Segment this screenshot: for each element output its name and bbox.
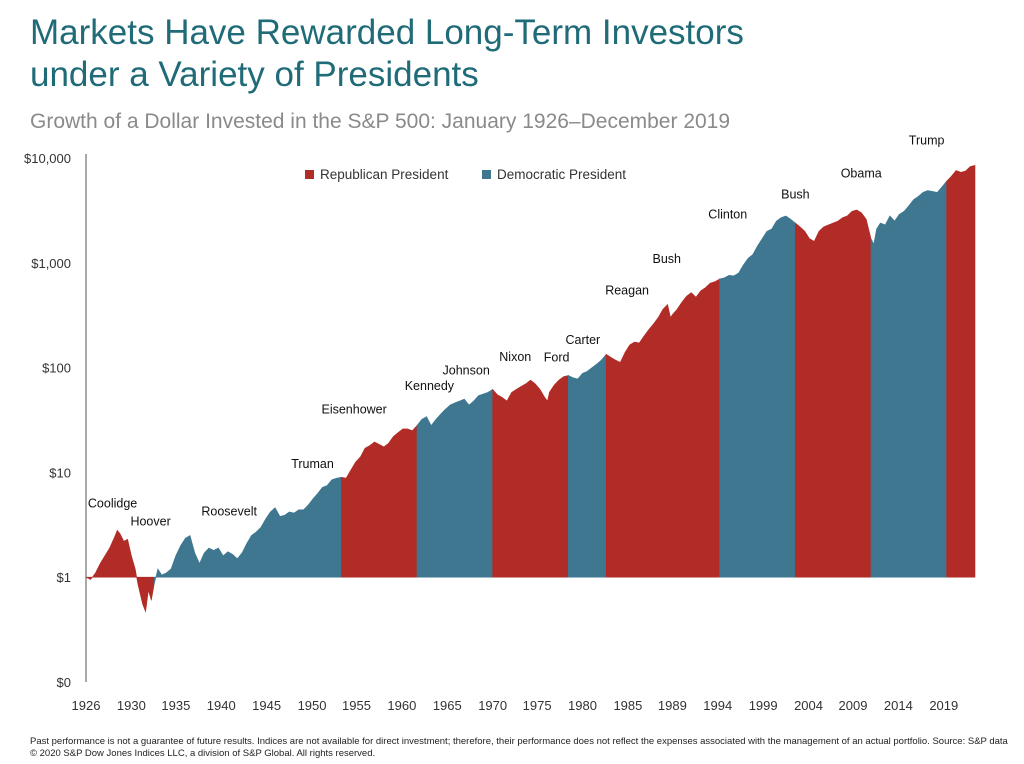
president-label-bush-13: Bush [781,188,810,202]
x-tick-label: 1926 [72,698,101,713]
president-label-nixon-7: Nixon [499,350,531,364]
president-label-coolidge-0: Coolidge [88,497,137,511]
area-truman-3 [268,476,342,578]
president-label-bush-11: Bush [653,252,682,266]
y-tick-label: $100 [42,361,71,376]
x-tick-label: 1930 [117,698,146,713]
x-tick-label: 2019 [929,698,958,713]
area-bush-13 [795,209,872,578]
area-carter-9 [568,353,607,578]
area-eisenhower-4 [341,424,418,578]
x-tick-label: 1940 [207,698,236,713]
legend-label-democratic: Democratic President [497,167,626,182]
area-coolidge-0 [85,532,117,580]
chart-title: Markets Have Rewarded Long-Term Investor… [30,12,990,96]
x-tick-label: 2009 [839,698,868,713]
president-label-obama-14: Obama [841,167,882,181]
area-clinton-12 [719,215,796,578]
chart-title-line-2: under a Variety of Presidents [30,55,479,94]
president-label-roosevelt-2: Roosevelt [201,504,257,518]
chart-title-line-1: Markets Have Rewarded Long-Term Investor… [30,13,744,52]
x-tick-label: 1980 [568,698,597,713]
x-tick-label: 1945 [252,698,281,713]
x-tick-label: 1985 [613,698,642,713]
president-label-trump-15: Trump [909,133,945,147]
x-tick-label: 1950 [298,698,327,713]
area-nixon-7 [492,379,546,578]
x-tick-label: 2004 [794,698,823,713]
president-label-reagan-10: Reagan [605,283,649,297]
y-tick-label: $1,000 [31,256,71,271]
x-tick-label: 1935 [161,698,190,713]
x-tick-label: 1975 [523,698,552,713]
x-tick-label: 1970 [478,698,507,713]
president-label-carter-9: Carter [565,333,600,347]
area-johnson-6 [444,388,493,578]
legend-label-republican: Republican President [320,167,449,182]
president-label-johnson-6: Johnson [443,363,490,377]
area-obama-14 [870,180,947,578]
x-tick-label: 1999 [749,698,778,713]
legend-swatch-democratic [482,170,491,179]
chart-subtitle: Growth of a Dollar Invested in the S&P 5… [30,110,731,133]
area-kennedy-5 [416,409,445,578]
president-label-truman-3: Truman [291,457,334,471]
x-tick-label: 2014 [884,698,913,713]
chart-legend: Republican President Democratic President [305,167,626,182]
president-labels: Coolidge Hoover Roosevelt Truman Eisenhower K… [88,133,945,528]
x-tick-label: 1955 [342,698,371,713]
president-label-clinton-12: Clinton [708,207,747,221]
y-tick-label: $1 [57,570,71,585]
area-roosevelt-2 [153,513,269,585]
area-ford-8 [545,375,569,578]
y-tick-label: $10,000 [24,151,71,166]
president-label-eisenhower-4: Eisenhower [321,402,386,416]
y-tick-label: $10 [49,465,71,480]
president-areas [85,165,976,613]
x-tick-label: 1960 [387,698,416,713]
president-label-kennedy-5: Kennedy [405,379,455,393]
x-tick-label: 1994 [703,698,732,713]
area-reagan-10 [605,301,683,578]
y-tick-label: $0 [57,675,71,690]
president-label-hoover-1: Hoover [130,515,170,529]
x-tick-label: 1965 [433,698,462,713]
president-label-ford-8: Ford [544,351,570,365]
area-hoover-1 [116,529,155,613]
legend-swatch-republican [305,170,314,179]
footer-disclaimer: Past performance is not a guarantee of f… [30,736,1008,759]
x-tick-label: 1989 [658,698,687,713]
area-trump-15 [946,165,976,578]
area-bush-11 [681,278,720,578]
